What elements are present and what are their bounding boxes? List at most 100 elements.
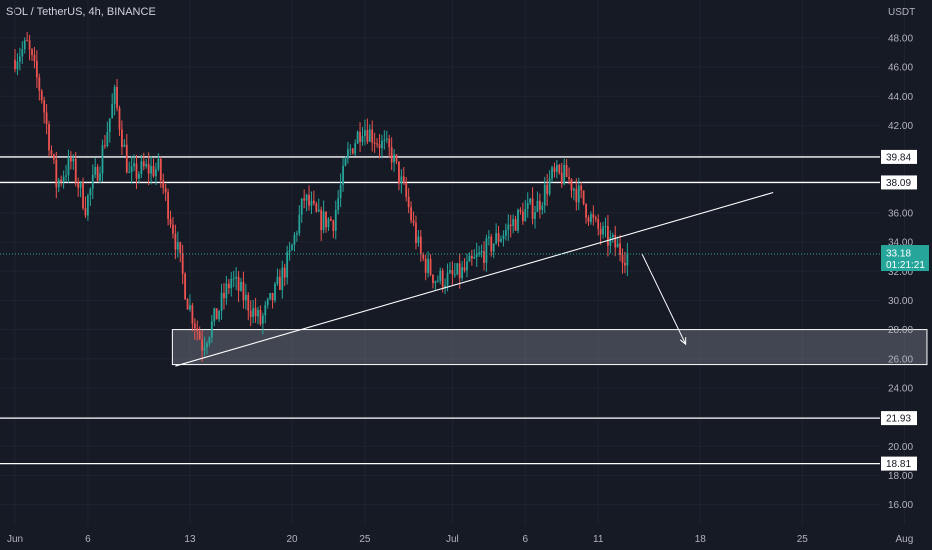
candle-body [91, 174, 94, 189]
x-axis-tick-label: Jul [446, 534, 459, 545]
candle-body [104, 145, 106, 147]
candle-body [463, 267, 466, 271]
candle-body [407, 196, 410, 208]
candle-body [179, 242, 182, 254]
candle-body [176, 242, 179, 250]
candle-body [291, 244, 293, 251]
candle-body [497, 233, 500, 242]
candle-body [378, 144, 381, 149]
candle-body [330, 218, 332, 221]
candle-body [184, 273, 186, 300]
candle-body [383, 139, 386, 141]
candle-body [87, 195, 89, 216]
candle-body [191, 305, 194, 324]
candle-body [213, 308, 216, 322]
candle-body [551, 167, 553, 179]
candle-body [461, 267, 464, 279]
candle-body [198, 331, 201, 340]
candle-body [242, 282, 245, 301]
candle-body [96, 166, 99, 181]
candle-body [398, 161, 400, 184]
candle-body [305, 194, 308, 201]
candle-body [208, 337, 211, 344]
candle-body [597, 219, 600, 229]
x-axis-tick-label: Jun [7, 534, 23, 545]
candle-body [67, 157, 70, 176]
candle-body [206, 343, 208, 348]
candle-body [28, 40, 31, 50]
chart-title: SOL / TetherUS, 4h, BINANCE [6, 6, 156, 18]
candle-body [254, 308, 257, 317]
candle-body [31, 49, 33, 56]
candle-body [427, 258, 429, 273]
candle-body [181, 253, 184, 274]
candle-body [264, 305, 267, 316]
candle-body [210, 321, 213, 338]
candle-body [283, 267, 286, 278]
candle-body [619, 243, 621, 255]
candle-body [616, 243, 619, 248]
candle-body [295, 233, 298, 235]
candle-body [327, 218, 330, 228]
candle-body [444, 285, 447, 288]
candle-body [72, 158, 75, 162]
candle-body [203, 347, 206, 351]
candle-body [361, 136, 364, 142]
candle-body [599, 228, 602, 235]
candle-body [118, 108, 121, 130]
candle-body [400, 176, 403, 184]
current-price-label: 33.18 [886, 249, 911, 260]
candle-body [147, 163, 150, 174]
candle-body [252, 308, 255, 317]
candle-body [371, 129, 374, 143]
candle-body [288, 250, 291, 253]
candle-body [162, 180, 165, 189]
candle-body [548, 178, 551, 195]
candle-body [138, 173, 140, 179]
candle-body [607, 226, 609, 246]
candle-body [604, 226, 607, 228]
candle-body [519, 209, 522, 212]
candle-body [101, 145, 104, 174]
candle-body [271, 293, 274, 301]
candle-body [424, 258, 427, 273]
candle-body [602, 226, 604, 235]
candle-body [43, 100, 46, 113]
candle-body [33, 55, 36, 61]
candle-body [563, 164, 566, 184]
candle-body [261, 315, 264, 324]
candle-body [65, 175, 67, 177]
candle-body [113, 86, 116, 104]
candle-body [580, 185, 583, 191]
support-zone [171, 329, 928, 366]
candle-body [541, 205, 544, 210]
candle-body [322, 211, 325, 231]
candle-body [449, 269, 451, 273]
candle-body [478, 252, 481, 255]
candle-body [310, 200, 313, 206]
candle-body [500, 239, 502, 242]
candle-body [223, 292, 225, 299]
y-axis-tick-label: 26.00 [888, 354, 913, 365]
level-price-box [881, 149, 917, 164]
candle-body [23, 40, 26, 50]
candle-body [451, 269, 454, 275]
candle-body [55, 159, 58, 188]
candle-body [52, 154, 55, 160]
level-price-box [881, 456, 917, 471]
candle-body [111, 103, 114, 119]
candle-body [560, 172, 563, 184]
candle-body [130, 166, 133, 173]
candle-body [89, 188, 92, 196]
candle-body [312, 200, 315, 204]
candle-body [60, 179, 63, 182]
candle-body [48, 124, 50, 151]
candle-body [587, 217, 590, 222]
candle-body [412, 220, 415, 223]
candle-body [359, 131, 361, 142]
candle-body [116, 86, 118, 109]
x-axis-tick-label: 11 [593, 534, 604, 545]
candle-body [468, 255, 471, 262]
candle-body [317, 209, 320, 212]
